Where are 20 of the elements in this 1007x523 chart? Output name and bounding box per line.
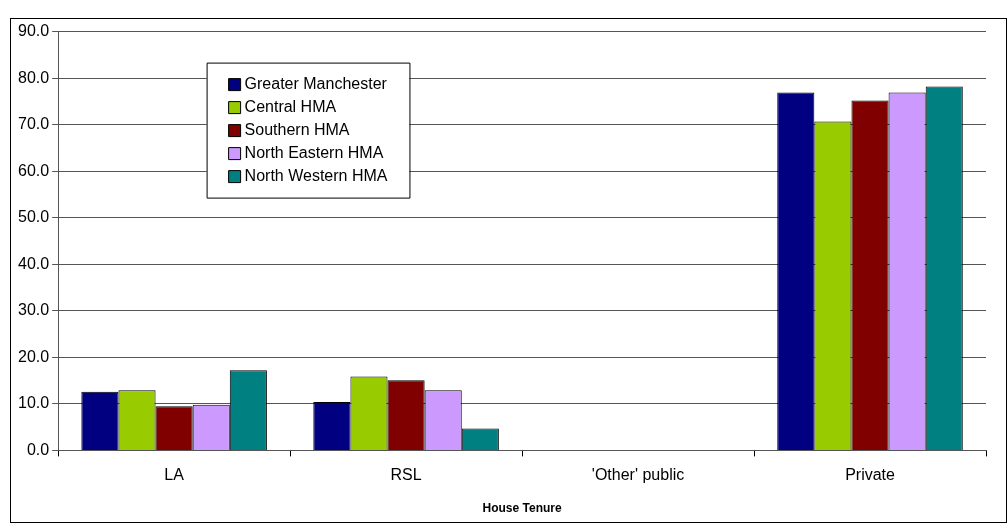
x-tick-label: Private — [845, 466, 896, 484]
y-tick-label: 70.0 — [18, 115, 50, 133]
x-axis-title: House Tenure — [482, 501, 562, 516]
legend-label: North Western HMA — [244, 167, 388, 185]
legend-label: Central HMA — [244, 98, 337, 116]
legend-label: Southern HMA — [244, 121, 350, 139]
y-tick-label: 20.0 — [18, 347, 50, 365]
y-tick-label: 40.0 — [18, 254, 50, 272]
y-tick-label: 60.0 — [18, 161, 50, 179]
y-tick-label: 50.0 — [18, 208, 50, 226]
legend-label: Greater Manchester — [244, 75, 388, 93]
legend-label: North Eastern HMA — [244, 144, 384, 162]
x-tick-label: LA — [164, 466, 185, 484]
y-tick-label: 30.0 — [18, 301, 50, 319]
y-tick-label: 90.0 — [18, 22, 50, 40]
y-tick-label: 10.0 — [18, 394, 50, 412]
x-tick-label: RSL — [390, 466, 422, 484]
x-tick-label: 'Other' public — [591, 466, 685, 484]
y-tick-label: 0.0 — [26, 440, 50, 458]
y-tick-label: 80.0 — [18, 68, 50, 86]
